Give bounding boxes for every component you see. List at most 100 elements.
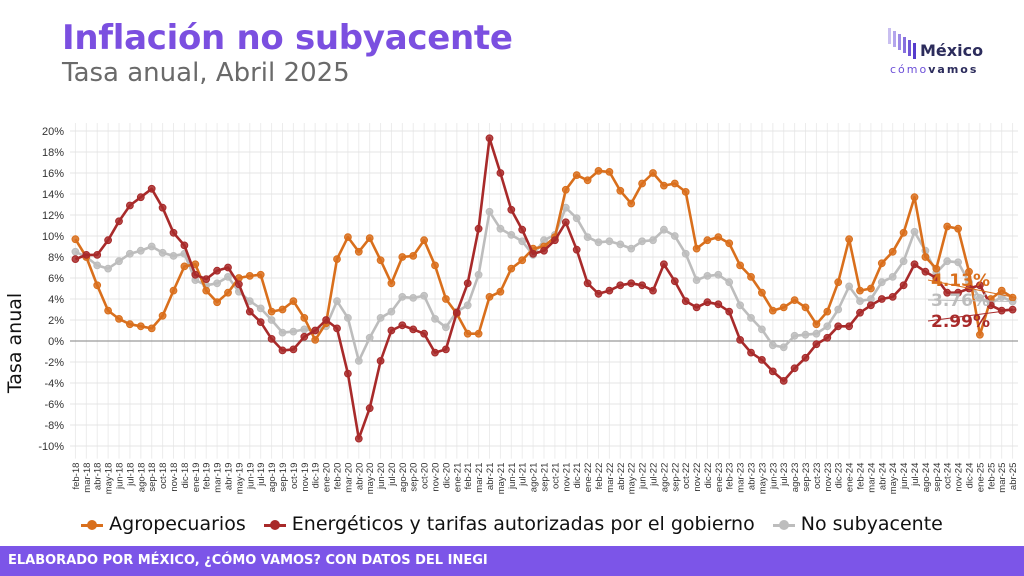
x-tick-label: sep-24	[932, 463, 943, 492]
x-tick-label: nov-18	[169, 463, 180, 492]
data-point	[485, 207, 494, 216]
x-tick-label: mar-23	[736, 463, 747, 493]
x-tick-label: nov-24	[954, 463, 965, 492]
data-point	[82, 251, 91, 259]
data-point	[714, 270, 723, 279]
x-tick-label: may-19	[234, 463, 245, 495]
x-tick-label: ene-20	[322, 463, 333, 493]
end-label-energeticos: 2.99%	[931, 312, 990, 332]
data-point	[594, 238, 603, 247]
data-point	[256, 304, 265, 313]
x-tick-label: may-18	[104, 463, 115, 495]
x-tick-label: abr-25	[1008, 463, 1019, 490]
data-point	[224, 263, 232, 272]
data-point	[191, 270, 200, 279]
data-point	[867, 284, 875, 293]
x-tick-label: sep-21	[540, 463, 551, 492]
data-point	[670, 179, 679, 188]
data-point	[322, 316, 331, 324]
data-point	[169, 286, 178, 295]
end-label-leader	[927, 279, 1016, 299]
x-tick-label: jul-23	[779, 463, 790, 487]
data-point	[485, 293, 494, 301]
y-tick-label: -8%	[44, 420, 64, 432]
data-point	[278, 346, 287, 355]
legend-swatch-agropecuarios	[81, 519, 104, 531]
data-point	[779, 343, 788, 352]
data-point	[954, 224, 962, 233]
x-tick-label: nov-21	[561, 463, 572, 492]
data-point	[834, 278, 843, 287]
x-tick-label: jun-21	[507, 463, 518, 490]
data-point	[681, 249, 690, 258]
x-tick-label: may-24	[888, 463, 899, 495]
y-tick-label: -6%	[44, 399, 64, 411]
data-point	[790, 364, 799, 373]
data-point	[856, 286, 864, 295]
data-point	[104, 306, 112, 315]
data-point	[507, 231, 516, 239]
data-point	[376, 314, 385, 322]
data-point	[899, 257, 908, 266]
x-tick-label: jul-20	[387, 463, 398, 487]
series-energeticos	[71, 134, 1017, 443]
data-point	[180, 241, 189, 250]
y-tick-label: -4%	[44, 378, 64, 390]
x-tick-label: abr-19	[224, 463, 235, 490]
x-tick-label: jun-20	[376, 463, 387, 490]
data-point	[289, 345, 298, 354]
end-label-no-subyacente: 3.76%	[931, 291, 990, 311]
data-point	[387, 279, 396, 288]
x-tick-label: oct-21	[550, 463, 561, 489]
data-point	[256, 318, 265, 327]
data-point	[136, 193, 145, 202]
data-point	[115, 257, 123, 266]
data-point	[692, 244, 701, 253]
end-label-agropecuarios: 4.13%	[931, 271, 990, 291]
x-tick-label: nov-19	[300, 463, 311, 492]
data-point	[431, 348, 439, 357]
data-point	[834, 305, 843, 314]
data-point	[452, 308, 461, 317]
data-point	[965, 267, 973, 276]
data-point	[267, 307, 276, 316]
chart-svg: -10% -8% -6% -4% -2% 0% 2% 4% 6% 8% 10% 12% 14% 16% 18…	[4, 123, 1019, 495]
x-tick-label: may-22	[627, 463, 638, 495]
data-point	[496, 169, 505, 177]
x-tick-label: jun-22	[638, 463, 649, 490]
data-point	[474, 224, 483, 233]
x-tick-label: oct-19	[289, 463, 300, 489]
data-point	[758, 356, 766, 364]
x-tick-label: sep-19	[278, 463, 289, 492]
data-point	[463, 279, 472, 288]
x-tick-label: mar-20	[343, 463, 354, 493]
data-point	[801, 303, 810, 312]
data-point	[420, 236, 429, 245]
x-tick-label: ene-23	[714, 463, 725, 493]
x-tick-label: dic-21	[572, 463, 583, 489]
x-tick-label: abr-24	[877, 463, 888, 490]
data-point	[387, 326, 396, 335]
data-point	[147, 242, 156, 251]
data-point	[496, 224, 505, 233]
series-layer	[71, 134, 1017, 443]
x-tick-label: jul-22	[648, 463, 659, 487]
data-point	[333, 255, 341, 264]
data-point	[867, 301, 875, 310]
x-tick-label: may-21	[496, 463, 507, 495]
data-point	[245, 307, 254, 316]
data-point	[104, 236, 112, 245]
data-point	[845, 322, 853, 331]
data-point	[681, 297, 690, 306]
data-point	[474, 329, 483, 338]
data-point	[638, 179, 646, 188]
data-point	[616, 281, 625, 290]
x-tick-label: dic-23	[834, 463, 845, 489]
data-point	[115, 315, 123, 323]
data-point	[224, 273, 232, 281]
y-tick-label: 16%	[42, 168, 64, 180]
data-point	[877, 295, 886, 303]
data-point	[169, 252, 178, 260]
data-point	[660, 225, 668, 234]
data-point	[943, 222, 952, 231]
